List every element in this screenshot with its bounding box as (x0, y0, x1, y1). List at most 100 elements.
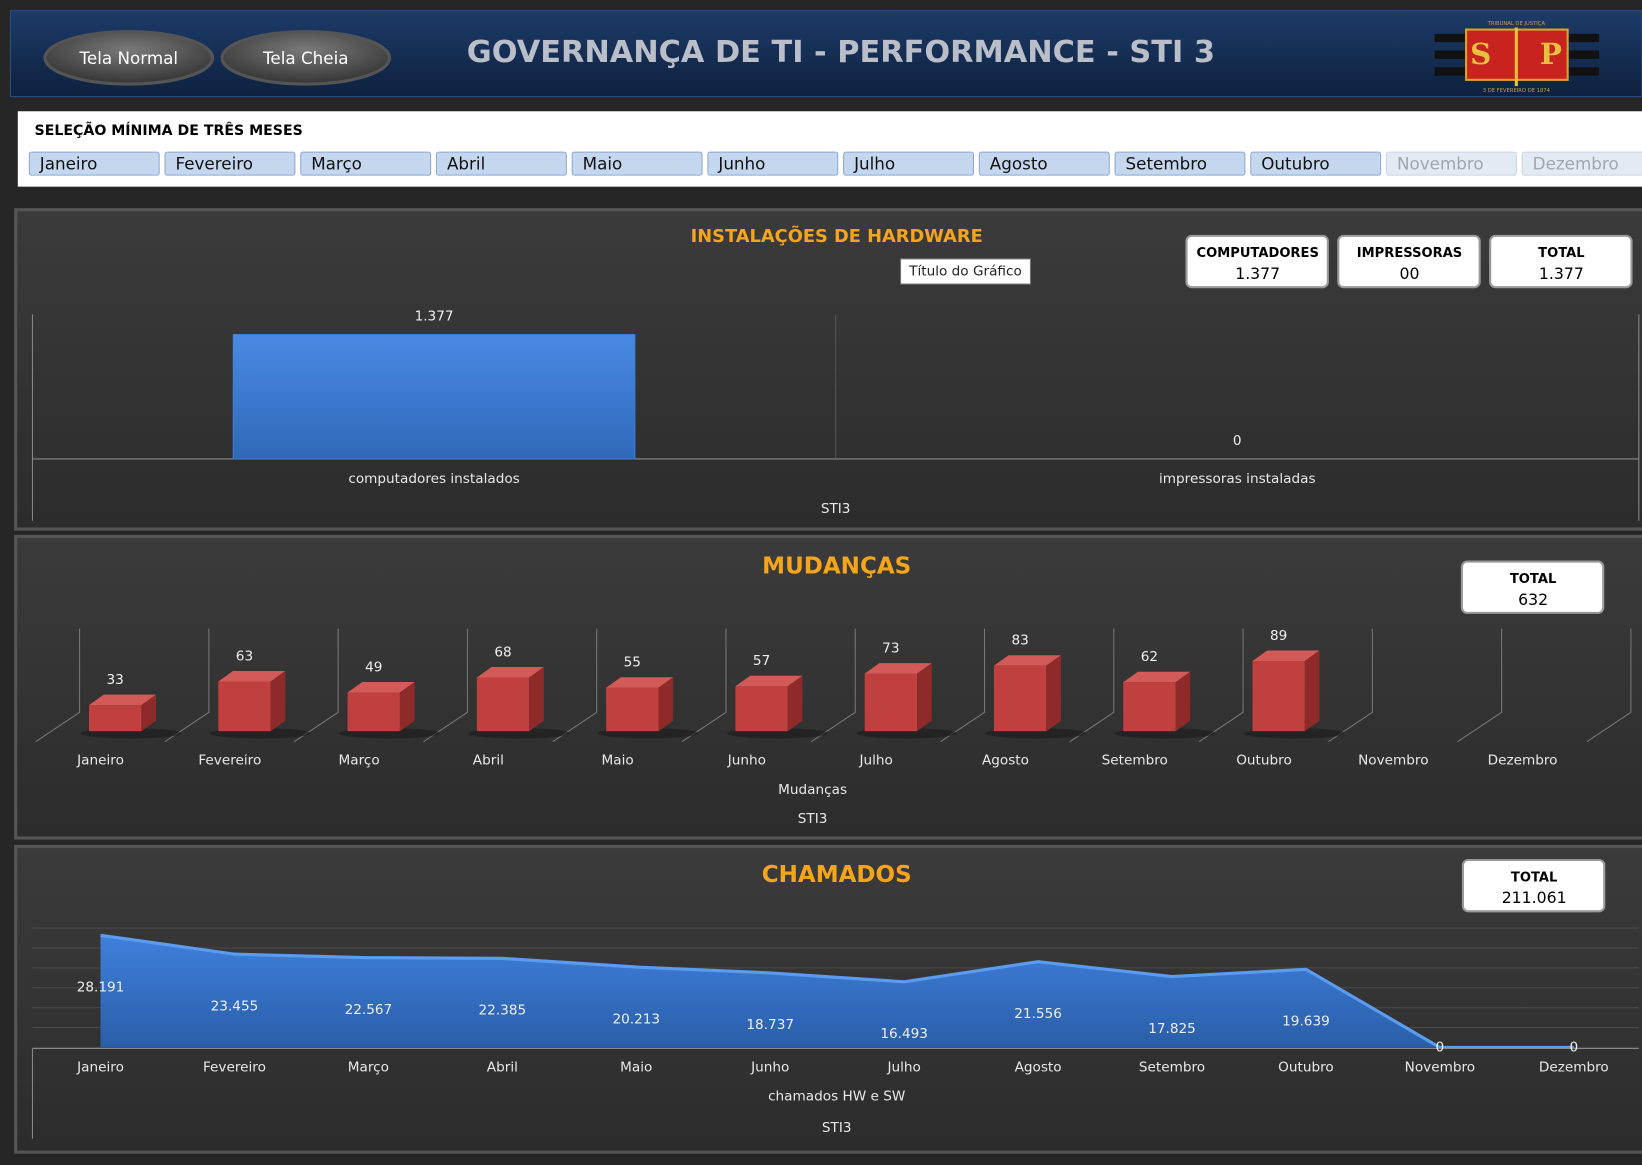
slicer-label[interactable]: Setembro (1126, 154, 1208, 174)
slicer-button[interactable] (1114, 151, 1246, 176)
slicer-month[interactable]: Junho (707, 151, 839, 176)
slicer-month[interactable]: Setembro (1114, 151, 1246, 176)
button-label[interactable]: Tela Cheia (262, 48, 348, 68)
wall-line (1198, 628, 1244, 743)
bar-side (399, 682, 415, 732)
bar-top (347, 682, 415, 693)
slicer-button[interactable] (435, 151, 567, 176)
slicer-button[interactable] (978, 151, 1110, 176)
bar (232, 334, 636, 460)
category-label: Julho (858, 753, 892, 769)
category-label: Junho (727, 753, 766, 769)
slicer-label[interactable]: Janeiro (39, 154, 98, 174)
slicer-label[interactable]: Dezembro (1533, 154, 1619, 174)
bar-top (1252, 650, 1320, 661)
slicer-month[interactable]: Outubro (1250, 151, 1382, 176)
bar-side (787, 675, 803, 732)
bar-side (658, 677, 674, 732)
wall-line (810, 628, 856, 743)
logo (1434, 27, 1600, 87)
slicer-month[interactable]: Maio (571, 151, 703, 176)
logo-letter: S (1470, 36, 1491, 71)
kpi-card (1337, 234, 1481, 289)
bar-3d (985, 655, 1087, 739)
slicer-label[interactable]: Julho (853, 154, 895, 174)
bar-top (735, 675, 803, 687)
category-label: Novembro (1358, 753, 1428, 769)
bar-3d (339, 682, 440, 739)
bar-3d (209, 670, 311, 739)
wall-line (681, 628, 727, 743)
bar-front (1252, 660, 1305, 732)
category-label: Março (348, 1059, 389, 1075)
slicer-button[interactable] (28, 151, 160, 176)
slicer-month[interactable]: Novembro (1385, 151, 1517, 176)
data-label: 16.493 (880, 1026, 928, 1042)
header-button[interactable]: Tela Normal (43, 30, 215, 86)
kpi-value: 1.377 (1539, 264, 1584, 283)
kpi-card (1489, 234, 1633, 289)
slicer-label[interactable]: Maio (583, 154, 623, 174)
slicer-month[interactable]: Julho (843, 151, 974, 176)
button-label[interactable]: Tela Normal (79, 48, 179, 68)
panel-title: MUDANÇAS (762, 553, 911, 579)
bar-front (347, 692, 400, 732)
slicer-month[interactable]: Janeiro (28, 151, 160, 176)
data-label: 28.191 (77, 980, 125, 996)
slicer-button[interactable] (843, 151, 974, 176)
slicer-button[interactable] (571, 151, 703, 176)
slicer-label[interactable]: Março (311, 154, 362, 174)
slicer-button[interactable] (1250, 151, 1382, 176)
group-label: STI3 (822, 1120, 852, 1136)
category-label: Fevereiro (203, 1059, 266, 1075)
area-line (100, 933, 1574, 1050)
slicer-label[interactable]: Abril (447, 154, 485, 174)
bar-side (1304, 650, 1320, 732)
kpi-label: TOTAL (1511, 870, 1557, 885)
data-label: 57 (753, 653, 770, 669)
slicer-month[interactable]: Agosto (978, 151, 1110, 176)
slicer-month[interactable]: Dezembro (1521, 151, 1642, 176)
bar-top (606, 677, 674, 688)
kpi-label: TOTAL (1510, 572, 1556, 587)
slicer-label[interactable]: Novembro (1397, 154, 1484, 174)
data-label: 19.639 (1282, 1014, 1330, 1030)
category-label: Maio (620, 1059, 652, 1075)
wall-line (1069, 628, 1115, 743)
panel-title: INSTALAÇÕES DE HARDWARE (691, 224, 983, 247)
slicer-label[interactable]: Fevereiro (176, 154, 254, 174)
data-label: 18.737 (746, 1017, 794, 1033)
slicer-month[interactable]: Março (300, 151, 432, 176)
slicer-month[interactable]: Abril (435, 151, 567, 176)
slicer-label[interactable]: Outubro (1261, 154, 1329, 174)
slicer-month[interactable]: Fevereiro (164, 151, 296, 176)
category-label: Dezembro (1488, 753, 1558, 769)
data-label: 17.825 (1148, 1021, 1196, 1037)
data-label: 49 (365, 659, 382, 675)
slicer-label[interactable]: Agosto (990, 154, 1048, 174)
slicer-label[interactable]: Junho (717, 154, 765, 174)
slicer-button[interactable] (1521, 151, 1642, 176)
category-label: Janeiro (76, 1059, 124, 1075)
bar-front (476, 677, 530, 732)
bar-3d (1244, 650, 1345, 739)
slicer-button[interactable] (164, 151, 296, 176)
bar-top (218, 670, 286, 682)
wall-line (164, 628, 210, 743)
category-label: computadores instalados (348, 471, 519, 487)
slicer-button[interactable] (707, 151, 839, 176)
kpi-label: IMPRESSORAS (1357, 246, 1462, 261)
slicer-button[interactable] (300, 151, 432, 176)
logo-top: TRIBUNAL DE JUSTIÇA (1487, 21, 1546, 27)
bar-front (218, 681, 271, 732)
bar-front (993, 665, 1047, 732)
slicer-button[interactable] (1385, 151, 1517, 176)
bar-front (735, 686, 788, 732)
data-label: 1.377 (415, 309, 454, 325)
bar-side (917, 663, 932, 732)
data-label: 0 (1569, 1039, 1578, 1055)
wall-line (1457, 628, 1503, 743)
data-label: 68 (494, 644, 511, 660)
header-button[interactable]: Tela Cheia (220, 30, 392, 86)
